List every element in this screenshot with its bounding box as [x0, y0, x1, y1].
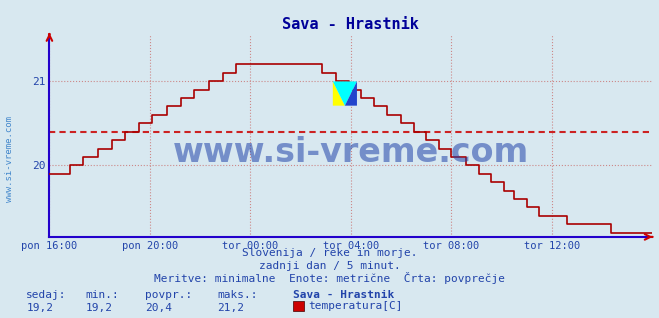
Polygon shape — [333, 81, 357, 106]
Text: povpr.:: povpr.: — [145, 290, 192, 300]
Text: Slovenija / reke in morje.: Slovenija / reke in morje. — [242, 248, 417, 258]
Text: min.:: min.: — [86, 290, 119, 300]
Text: www.si-vreme.com: www.si-vreme.com — [5, 116, 14, 202]
Text: sedaj:: sedaj: — [26, 290, 67, 300]
Text: Sava - Hrastnik: Sava - Hrastnik — [293, 290, 395, 300]
Text: temperatura[C]: temperatura[C] — [308, 301, 402, 311]
Title: Sava - Hrastnik: Sava - Hrastnik — [283, 17, 419, 32]
Text: zadnji dan / 5 minut.: zadnji dan / 5 minut. — [258, 261, 401, 271]
Text: 19,2: 19,2 — [86, 303, 113, 313]
Polygon shape — [333, 81, 345, 106]
Polygon shape — [345, 81, 357, 106]
Text: www.si-vreme.com: www.si-vreme.com — [173, 135, 529, 169]
Text: 19,2: 19,2 — [26, 303, 53, 313]
Text: Meritve: minimalne  Enote: metrične  Črta: povprečje: Meritve: minimalne Enote: metrične Črta:… — [154, 273, 505, 284]
Text: 20,4: 20,4 — [145, 303, 172, 313]
Text: 21,2: 21,2 — [217, 303, 244, 313]
Text: maks.:: maks.: — [217, 290, 258, 300]
